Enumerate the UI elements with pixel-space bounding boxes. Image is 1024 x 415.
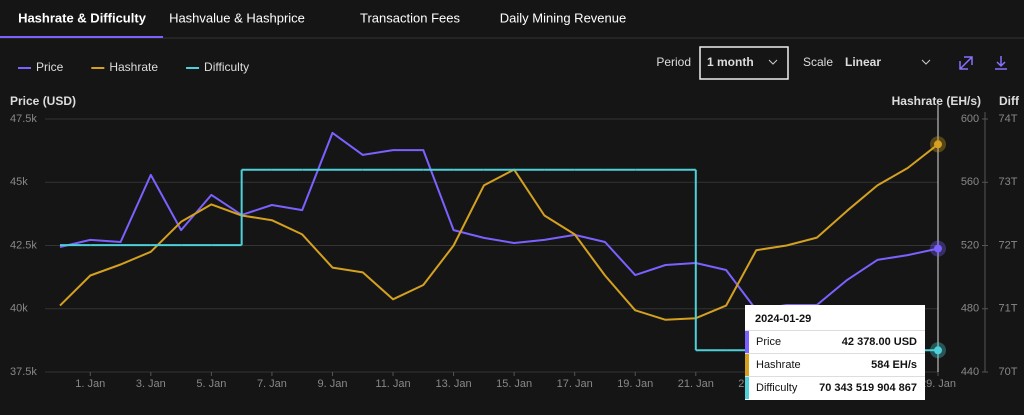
period-value[interactable]: 1 month xyxy=(707,55,754,69)
hover-dot xyxy=(934,346,942,355)
legend-label: Difficulty xyxy=(204,60,249,74)
tooltip-swatch xyxy=(745,331,749,353)
tab[interactable]: Hashvalue & Hashprice xyxy=(169,10,305,25)
tooltip-value: 584 EH/s xyxy=(871,359,917,371)
x-tick-label: 1. Jan xyxy=(75,378,105,390)
y-tick-label: 45k xyxy=(10,176,28,188)
y3-tick-label: 74T xyxy=(999,113,1018,125)
tooltip: 2024-01-29 Price 42 378.00 USD Hashrate 584 … xyxy=(745,305,925,400)
x-tick-label: 5. Jan xyxy=(196,378,226,390)
y3-tick-label: 71T xyxy=(999,303,1018,315)
download-icon[interactable] xyxy=(995,56,1007,70)
tooltip-value: 70 343 519 904 867 xyxy=(819,382,917,394)
y-tick-label: 40k xyxy=(10,303,28,315)
y-tick-label: 42.5k xyxy=(10,239,37,251)
hover-dot xyxy=(934,244,942,253)
y3-tick-label: 70T xyxy=(999,366,1018,378)
period-select[interactable] xyxy=(699,46,789,80)
expand-icon[interactable] xyxy=(959,56,973,70)
tooltip-date: 2024-01-29 xyxy=(755,313,811,325)
x-tick-label: 3. Jan xyxy=(136,378,166,390)
tooltip-name: Hashrate xyxy=(756,359,801,371)
tooltip-value: 42 378.00 USD xyxy=(842,336,917,348)
scale-label: Scale xyxy=(803,55,833,69)
y3-tick-label: 73T xyxy=(999,176,1018,188)
tab[interactable]: Transaction Fees xyxy=(360,10,460,25)
active-tab-underline xyxy=(0,36,163,38)
series-line xyxy=(59,143,939,321)
tab[interactable]: Daily Mining Revenue xyxy=(500,10,626,25)
tooltip-swatch xyxy=(745,377,749,399)
y2-tick-label: 480 xyxy=(961,303,979,315)
tab[interactable]: Hashrate & Difficulty xyxy=(18,10,147,25)
x-tick-label: 19. Jan xyxy=(617,378,653,390)
y-tick-label: 47.5k xyxy=(10,113,37,125)
y-tick-label: 37.5k xyxy=(10,366,37,378)
tooltip-swatch xyxy=(745,354,749,376)
tooltip-name: Price xyxy=(756,336,781,348)
y3-axis-title: Diff xyxy=(999,94,1020,108)
y-axis-title: Price (USD) xyxy=(10,94,76,108)
y2-tick-label: 560 xyxy=(961,176,979,188)
period-label: Period xyxy=(656,55,691,69)
x-tick-label: 11. Jan xyxy=(375,378,410,390)
tooltip-name: Difficulty xyxy=(756,382,798,394)
y2-tick-label: 520 xyxy=(961,239,979,251)
hover-dot xyxy=(934,140,942,149)
x-tick-label: 9. Jan xyxy=(317,378,347,390)
chevron xyxy=(768,59,778,65)
y3-tick-label: 72T xyxy=(999,239,1018,251)
y2-tick-label: 440 xyxy=(961,366,979,378)
y2-tick-label: 600 xyxy=(961,113,979,125)
x-tick-label: 13. Jan xyxy=(436,378,472,390)
y2-axis-title: Hashrate (EH/s) xyxy=(892,94,981,108)
legend-label: Hashrate xyxy=(109,60,158,74)
x-tick-label: 7. Jan xyxy=(257,378,287,390)
tooltip-box xyxy=(745,305,925,400)
legend-label: Price xyxy=(36,60,64,74)
x-tick-label: 15. Jan xyxy=(496,378,532,390)
chevron xyxy=(921,59,931,65)
x-tick-label: 21. Jan xyxy=(678,378,714,390)
scale-value[interactable]: Linear xyxy=(845,55,881,69)
x-tick-label: 17. Jan xyxy=(557,378,593,390)
x-tick-label: 29. Jan xyxy=(920,378,956,390)
